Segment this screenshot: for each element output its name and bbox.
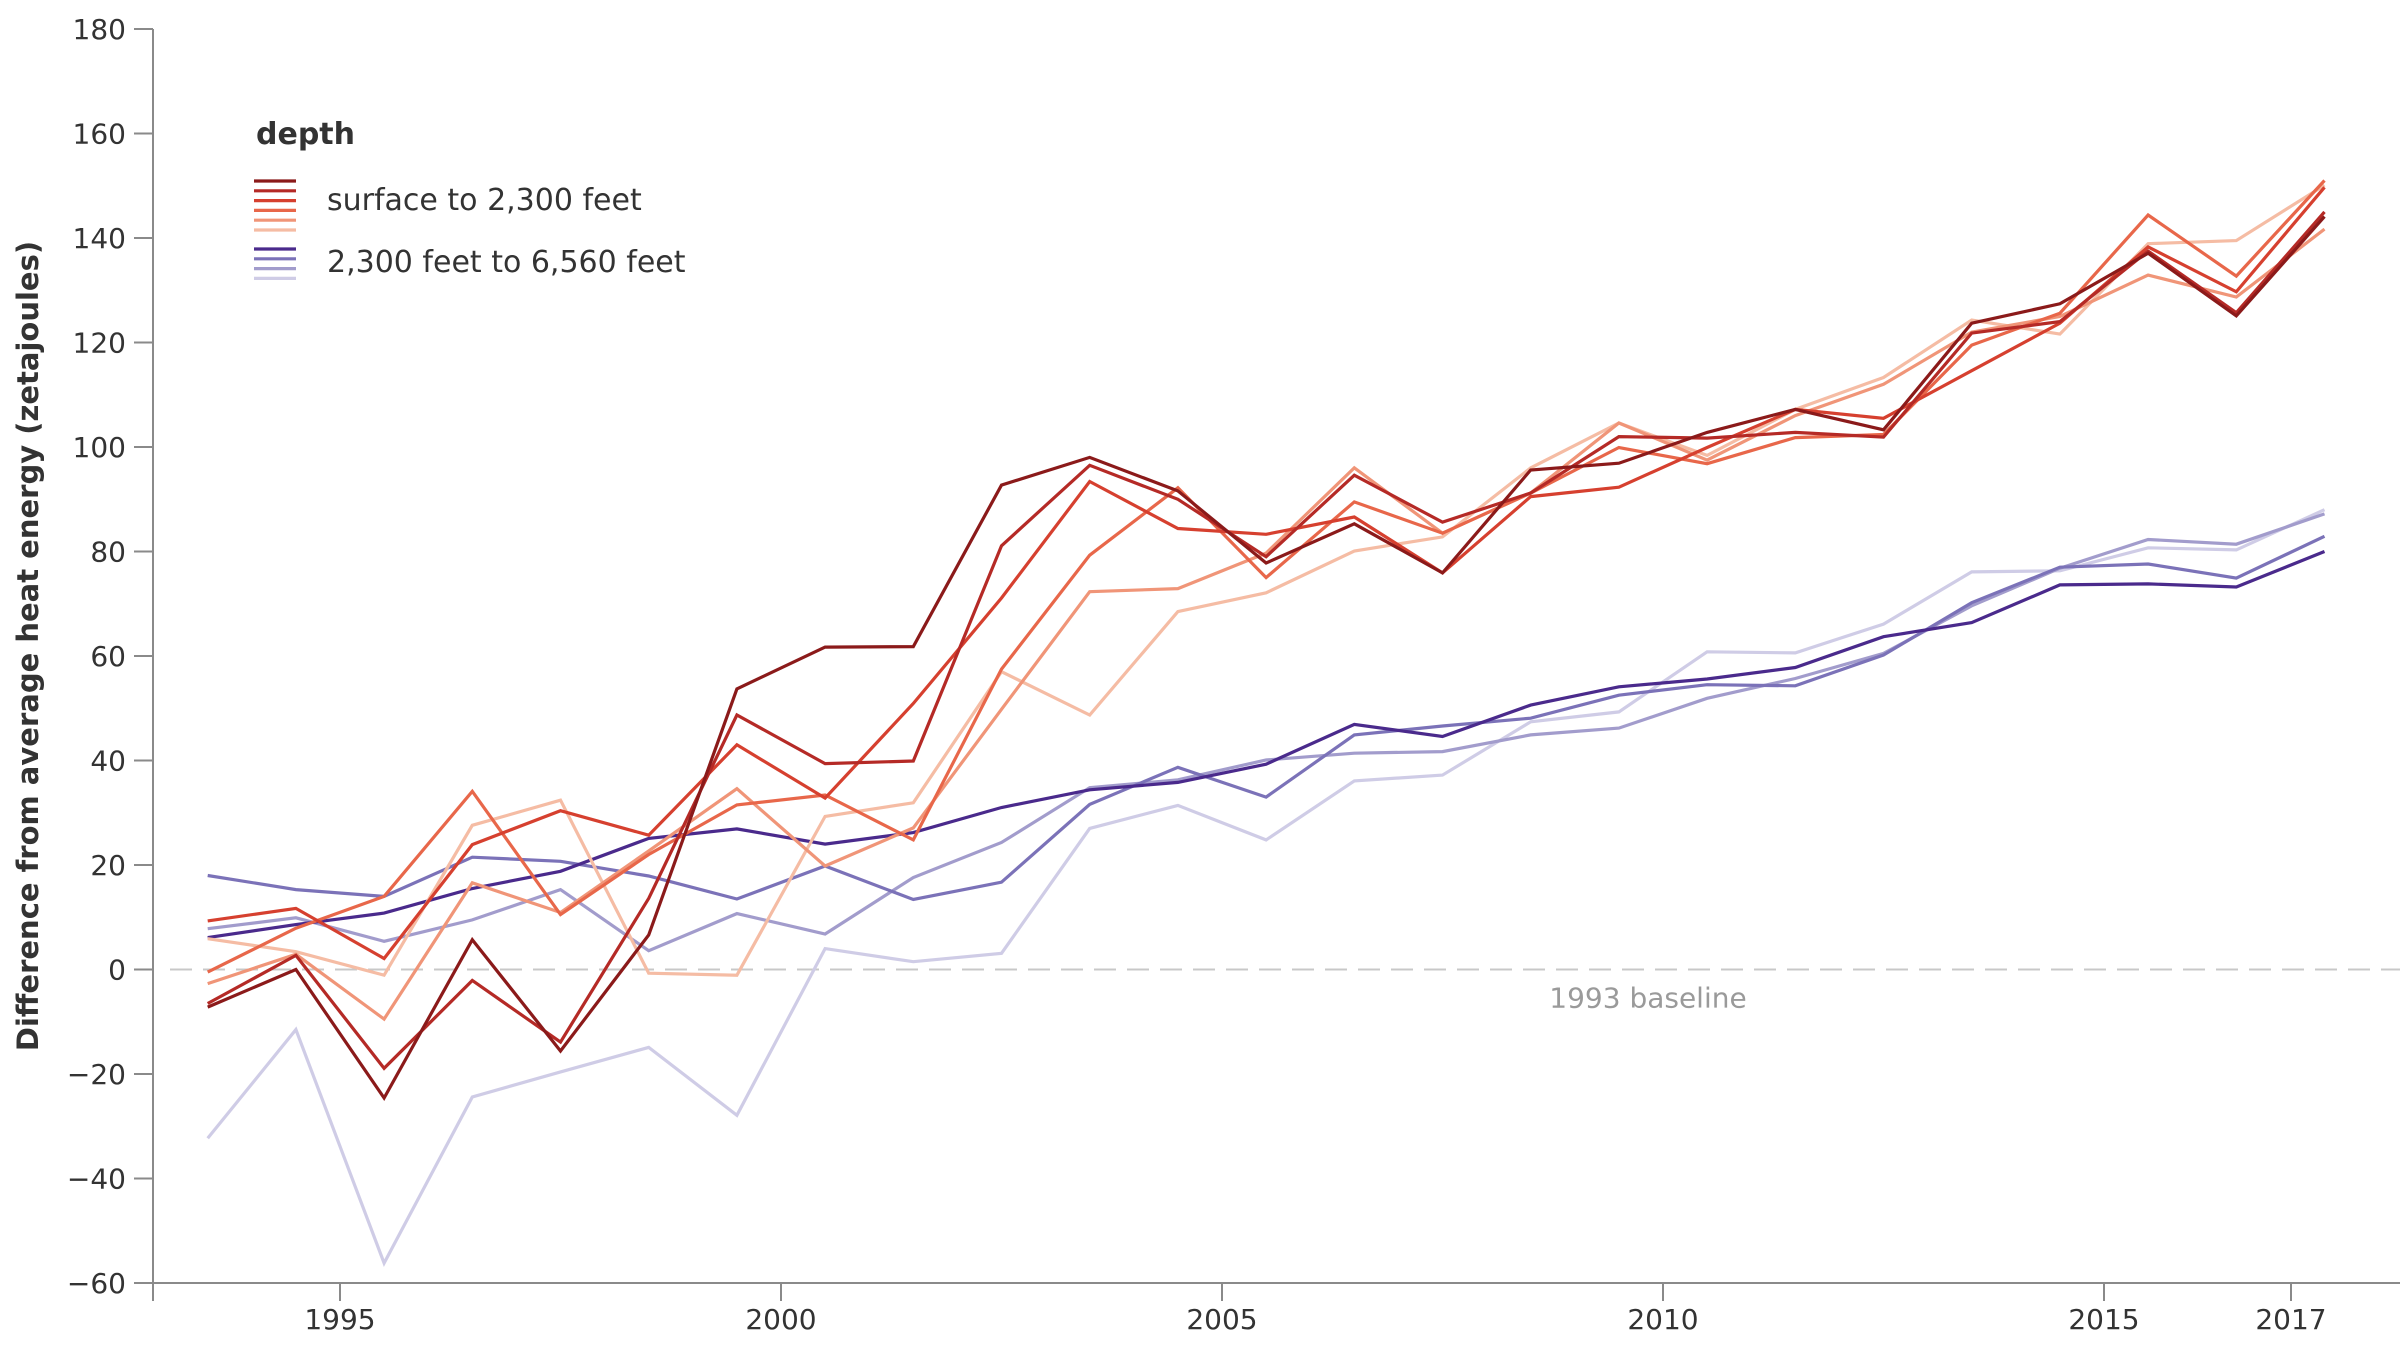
series-deep-9 — [207, 512, 2326, 953]
series-line — [207, 215, 2326, 1102]
y-tick-label: 100 — [73, 431, 126, 464]
y-tick-label: 120 — [73, 327, 126, 360]
series-line — [207, 550, 2326, 940]
y-tick-label: −60 — [67, 1267, 126, 1300]
series-line — [206, 210, 2326, 1071]
y-tick-label: 60 — [90, 640, 126, 673]
x-tick-label: 2005 — [1186, 1303, 1257, 1336]
y-axis-title: Difference from average heat energy (zet… — [11, 241, 45, 1051]
x-tick-label: 2017 — [2255, 1303, 2326, 1336]
legend-item: 2,300 feet to 6,560 feet — [254, 245, 686, 280]
series-deep-8 — [207, 534, 2326, 902]
series-surface-2 — [206, 210, 2326, 1071]
series-line — [206, 179, 2326, 974]
x-tick-label: 2015 — [2068, 1303, 2139, 1336]
y-tick-label: −20 — [67, 1058, 126, 1091]
legend-label: surface to 2,300 feet — [327, 183, 642, 218]
series-layer — [206, 179, 2326, 1267]
y-tick-label: 40 — [90, 745, 126, 778]
series-line — [207, 183, 2326, 978]
x-axis-ticks: 1995 2000 2005 2010 2015 2017 — [304, 1283, 2327, 1336]
x-tick-label: 2010 — [1627, 1303, 1698, 1336]
y-tick-label: 80 — [90, 536, 126, 569]
y-tick-label: 180 — [73, 13, 126, 46]
y-tick-label: 160 — [73, 118, 126, 151]
legend: depth surface to 2,300 feet 2,300 feet to… — [254, 117, 686, 280]
series-line — [206, 508, 2326, 1267]
legend-label: 2,300 feet to 6,560 feet — [327, 245, 686, 280]
series-line — [207, 227, 2326, 1022]
baseline-label: 1993 baseline — [1549, 982, 1746, 1015]
legend-title: depth — [256, 117, 355, 152]
y-tick-label: 0 — [108, 954, 126, 987]
y-axis-ticks: 180 160 140 120 100 80 60 40 20 0 −20 −40 −60 — [67, 13, 153, 1300]
series-surface-4 — [206, 179, 2326, 974]
legend-item: surface to 2,300 feet — [254, 179, 642, 232]
series-deep-7 — [207, 550, 2326, 940]
series-surface-5 — [207, 227, 2326, 1022]
legend-items: surface to 2,300 feet 2,300 feet to 6,560… — [254, 179, 686, 280]
y-tick-label: 140 — [73, 222, 126, 255]
y-tick-label: −40 — [67, 1163, 126, 1196]
axes: 180 160 140 120 100 80 60 40 20 0 −20 −40 −60 1995 20… — [11, 13, 2400, 1336]
series-surface-6 — [207, 183, 2326, 978]
x-tick-label: 1995 — [304, 1303, 375, 1336]
series-surface-1 — [207, 215, 2326, 1102]
y-tick-label: 20 — [90, 849, 126, 882]
series-deep-10 — [206, 508, 2326, 1267]
x-tick-label: 2000 — [745, 1303, 816, 1336]
series-line — [207, 512, 2326, 953]
baseline-layer: 1993 baseline — [170, 968, 2400, 1015]
series-line — [207, 534, 2326, 902]
series-surface-3 — [207, 186, 2326, 961]
series-line — [207, 186, 2326, 961]
